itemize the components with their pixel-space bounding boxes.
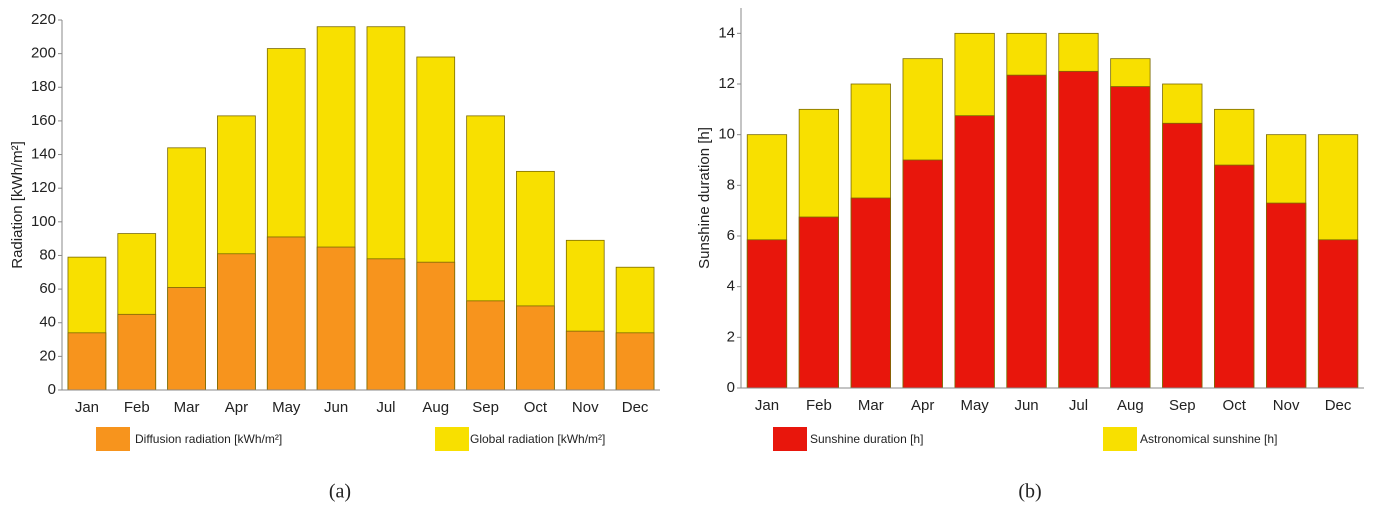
x-tick-label: Jun bbox=[324, 399, 348, 416]
y-axis-label: Sunshine duration [h] bbox=[696, 127, 713, 269]
x-tick-label: Nov bbox=[1273, 397, 1300, 414]
y-tick-label: 10 bbox=[718, 126, 735, 143]
y-tick-label: 140 bbox=[31, 146, 56, 163]
x-tick-label: Sep bbox=[472, 399, 499, 416]
y-tick-label: 180 bbox=[31, 78, 56, 95]
caption: (a) bbox=[329, 481, 351, 503]
y-axis-label: Radiation [kWh/m²] bbox=[9, 141, 26, 269]
bar bbox=[217, 253, 256, 391]
x-tick-label: Apr bbox=[911, 397, 934, 414]
y-tick-label: 12 bbox=[718, 75, 735, 92]
caption: (b) bbox=[1018, 481, 1041, 503]
bar bbox=[1265, 202, 1307, 389]
x-tick-label: May bbox=[272, 399, 301, 416]
legend-swatch bbox=[435, 427, 469, 451]
x-tick-label: Jan bbox=[75, 399, 99, 416]
bar bbox=[1162, 122, 1203, 389]
bar bbox=[266, 236, 306, 391]
x-tick-label: Apr bbox=[225, 399, 248, 416]
y-tick-label: 0 bbox=[48, 381, 56, 398]
bar bbox=[466, 300, 505, 391]
bar bbox=[67, 332, 107, 391]
bar bbox=[746, 239, 788, 389]
legend-label: Sunshine duration [h] bbox=[810, 432, 923, 446]
bar bbox=[615, 332, 655, 391]
x-tick-label: Mar bbox=[174, 399, 200, 416]
bar bbox=[516, 305, 555, 391]
y-tick-label: 8 bbox=[727, 176, 735, 193]
x-tick-label: Aug bbox=[1117, 397, 1144, 414]
bar bbox=[1110, 86, 1151, 389]
bar bbox=[902, 159, 943, 389]
y-tick-label: 100 bbox=[31, 213, 56, 230]
x-tick-label: Oct bbox=[524, 399, 548, 416]
legend-swatch bbox=[96, 427, 130, 451]
bar bbox=[565, 330, 605, 391]
x-tick-label: Dec bbox=[1325, 397, 1352, 414]
y-tick-label: 80 bbox=[39, 246, 56, 263]
bar bbox=[954, 115, 995, 389]
bar bbox=[850, 197, 891, 389]
bar bbox=[798, 216, 840, 389]
x-tick-label: Oct bbox=[1223, 397, 1247, 414]
x-tick-label: Dec bbox=[622, 399, 649, 416]
bar bbox=[316, 246, 356, 391]
bar bbox=[1006, 74, 1047, 389]
bar bbox=[117, 313, 157, 391]
y-tick-label: 200 bbox=[31, 45, 56, 62]
y-tick-label: 160 bbox=[31, 112, 56, 129]
y-tick-label: 40 bbox=[39, 314, 56, 331]
y-tick-label: 6 bbox=[727, 227, 735, 244]
x-tick-label: Jun bbox=[1014, 397, 1038, 414]
legend-label: Global radiation [kWh/m²] bbox=[470, 432, 605, 446]
x-tick-label: Aug bbox=[422, 399, 449, 416]
y-tick-label: 60 bbox=[39, 280, 56, 297]
y-tick-label: 220 bbox=[31, 11, 56, 28]
legend-label: Diffusion radiation [kWh/m²] bbox=[135, 432, 282, 446]
x-tick-label: Jul bbox=[1069, 397, 1088, 414]
bar bbox=[366, 258, 406, 391]
y-tick-label: 4 bbox=[727, 278, 735, 295]
y-tick-label: 2 bbox=[727, 328, 735, 345]
x-tick-label: Jan bbox=[755, 397, 779, 414]
y-tick-label: 0 bbox=[727, 379, 735, 396]
x-tick-label: May bbox=[960, 397, 989, 414]
x-tick-label: Feb bbox=[124, 399, 150, 416]
bar bbox=[167, 287, 206, 391]
y-tick-label: 120 bbox=[31, 179, 56, 196]
bar bbox=[1058, 70, 1099, 389]
bar bbox=[416, 261, 456, 391]
legend-swatch bbox=[773, 427, 807, 451]
legend-swatch bbox=[1103, 427, 1137, 451]
x-tick-label: Jul bbox=[376, 399, 395, 416]
legend-label: Astronomical sunshine [h] bbox=[1140, 432, 1277, 446]
x-tick-label: Feb bbox=[806, 397, 832, 414]
bar bbox=[1214, 164, 1255, 389]
x-tick-label: Sep bbox=[1169, 397, 1196, 414]
y-tick-label: 14 bbox=[718, 24, 735, 41]
y-tick-label: 20 bbox=[39, 347, 56, 364]
bar bbox=[1317, 239, 1359, 389]
x-tick-label: Nov bbox=[572, 399, 599, 416]
x-tick-label: Mar bbox=[858, 397, 884, 414]
